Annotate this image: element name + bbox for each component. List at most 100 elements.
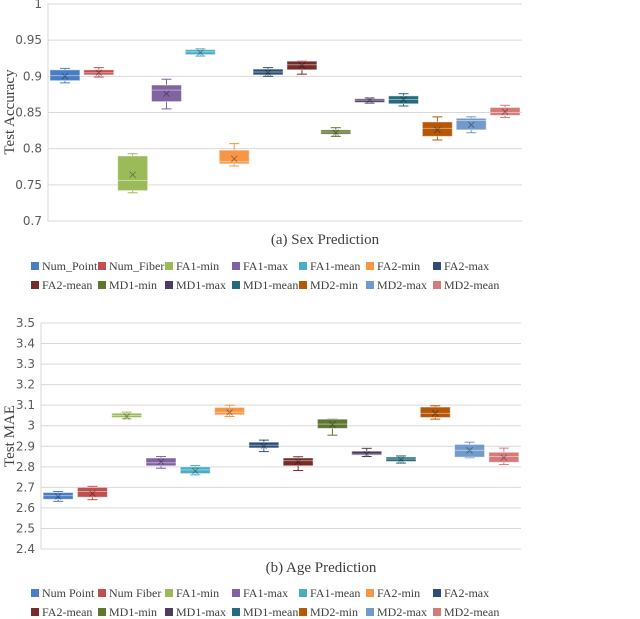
box-iqr <box>419 406 451 419</box>
legend-swatch <box>433 281 441 289</box>
legend-item: FA2-max <box>433 259 489 273</box>
legend-item: FA2-mean <box>31 278 92 292</box>
box-iqr <box>214 406 246 416</box>
mean-marker <box>230 155 238 163</box>
box-iqr <box>218 149 250 165</box>
legend-label: FA1-min <box>176 586 219 600</box>
box-FA1-mean <box>179 465 211 476</box>
box-iqr <box>145 457 177 467</box>
box-iqr <box>282 457 314 467</box>
legend-swatch <box>232 589 240 597</box>
legend-label: Num_Fiber <box>109 259 164 273</box>
legend-label: FA1-mean <box>310 259 360 273</box>
box-FA1-min <box>117 153 149 194</box>
chart-0: 0.7 0.75 0.8 0.85 0.9 0.95 1 Test Accuracy (a) S… <box>2 0 522 292</box>
mean-marker <box>467 121 475 129</box>
legend-swatch <box>366 608 374 616</box>
legend-item: MD1-min <box>98 605 157 619</box>
legend-item: FA1-mean <box>299 259 360 273</box>
y-tick-label: 0.8 <box>23 142 42 156</box>
box-iqr <box>388 95 419 105</box>
mean-marker <box>191 467 199 475</box>
box-MD1-max <box>351 447 383 458</box>
mean-marker <box>400 96 407 103</box>
box-MD1-min <box>320 127 352 137</box>
box-MD2-mean <box>488 447 520 466</box>
legend-item: MD2-min <box>299 605 358 619</box>
box-iqr <box>151 84 182 103</box>
y-tick-label: 1 <box>34 0 42 11</box>
legend-item: FA1-max <box>232 586 288 600</box>
box-FA1-min <box>111 411 143 420</box>
box-MD1-max <box>354 96 386 104</box>
y-tick-label: 2.5 <box>16 521 35 535</box>
mean-marker <box>466 447 473 454</box>
legend-swatch <box>232 281 240 289</box>
legend-label: FA2-min <box>377 259 420 273</box>
chart-1: 2.4 2.5 2.6 2.7 2.8 2.9 3 3.1 3.2 3.3 3.4 3.5 Test M… <box>2 316 521 619</box>
y-tick-label: 3.1 <box>16 398 35 412</box>
legend-item: MD2-mean <box>433 278 499 292</box>
box-MD2-min <box>419 405 451 420</box>
mean-marker <box>163 90 170 98</box>
box-MD2-max <box>455 116 487 134</box>
chart-title: (b) Age Prediction <box>266 560 377 576</box>
legend-label: MD1-max <box>176 605 226 619</box>
legend-label: MD1-min <box>109 605 157 619</box>
box-iqr <box>111 412 143 419</box>
legend-swatch <box>433 262 441 270</box>
box-iqr <box>354 98 386 103</box>
legend-label: MD1-mean <box>243 278 298 292</box>
mean-marker <box>500 454 508 461</box>
legend-item: MD1-max <box>165 278 226 292</box>
box-iqr <box>76 486 108 498</box>
legend-swatch <box>165 281 173 289</box>
legend-label: FA2-mean <box>42 605 92 619</box>
legend-swatch <box>165 589 173 597</box>
legend-label: Num_Point <box>42 259 98 273</box>
mean-marker <box>431 410 439 417</box>
legend-label: Num Point <box>42 586 95 600</box>
mean-marker <box>298 62 306 69</box>
box-iqr <box>421 121 453 137</box>
legend-swatch <box>31 281 39 289</box>
y-tick-label: 2.4 <box>16 542 35 556</box>
y-axis-label: Test Accuracy <box>2 69 18 155</box>
legend-item: Num_Point <box>31 259 98 273</box>
box-Num Point <box>42 490 74 502</box>
mean-marker <box>54 493 62 500</box>
mean-marker <box>366 96 373 104</box>
legend-label: FA2-mean <box>42 278 92 292</box>
legend-swatch <box>98 262 106 270</box>
legend-swatch <box>366 589 374 597</box>
y-tick-label: 0.95 <box>15 33 42 47</box>
legend-swatch <box>299 281 307 289</box>
legend-item: FA1-min <box>165 586 219 600</box>
mean-marker <box>397 456 405 463</box>
legend-item: FA2-max <box>433 586 489 600</box>
box-FA2-min <box>214 404 246 417</box>
mean-marker <box>294 458 302 466</box>
y-tick-label: 0.9 <box>23 69 42 83</box>
box-iqr <box>316 418 348 429</box>
legend-swatch <box>232 262 240 270</box>
legend-swatch <box>98 608 106 616</box>
legend-label: MD2-min <box>310 605 358 619</box>
mean-marker <box>197 49 204 56</box>
legend-label: MD2-mean <box>444 605 499 619</box>
legend-label: FA2-max <box>444 259 489 273</box>
mean-marker <box>332 129 340 137</box>
legend-item: MD1-mean <box>232 278 298 292</box>
box-MD2-min <box>421 116 453 141</box>
legend-item: Num Point <box>31 586 95 600</box>
legend-item: FA2-min <box>366 259 420 273</box>
legend-item: MD1-min <box>98 278 157 292</box>
y-tick-label: 0.7 <box>23 214 42 228</box>
box-iqr <box>117 155 149 192</box>
legend-item: MD2-max <box>366 605 427 619</box>
box-MD1-mean <box>385 455 417 464</box>
box-iqr <box>488 451 520 463</box>
y-tick-label: 2.9 <box>16 439 35 453</box>
box-FA2-min <box>218 143 250 167</box>
box-iqr <box>179 466 211 475</box>
